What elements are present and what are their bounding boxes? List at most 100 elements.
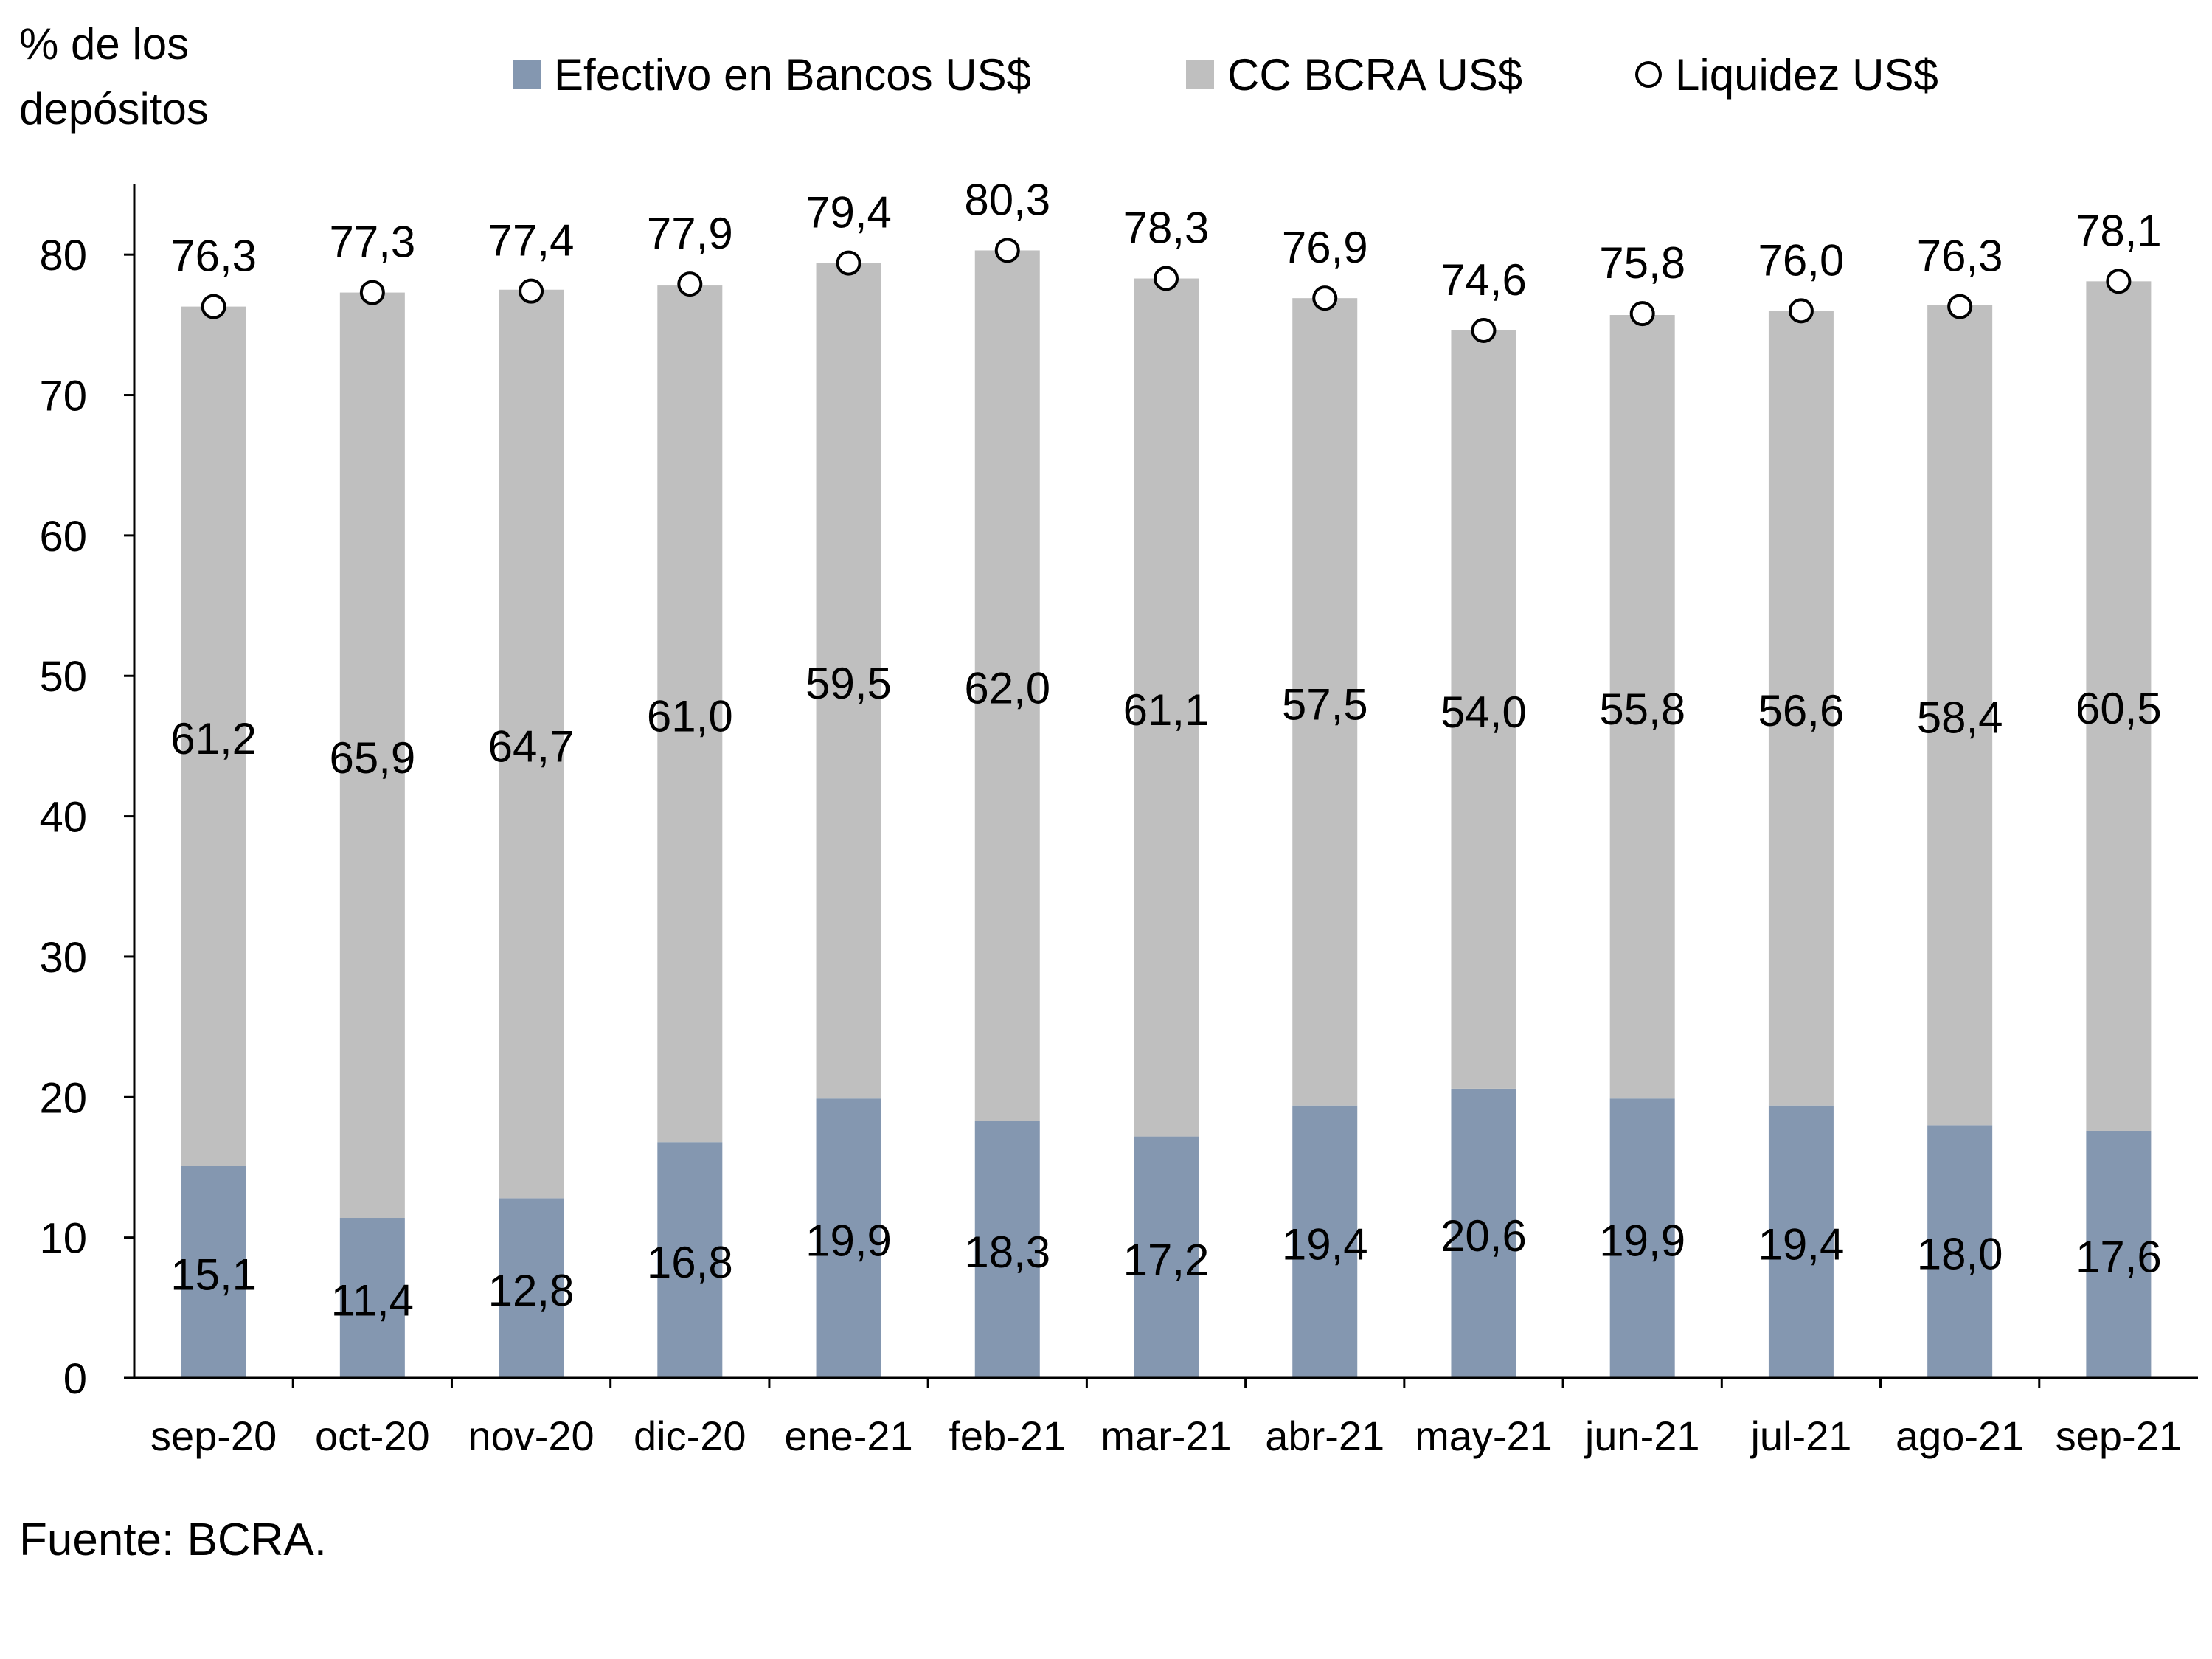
bar-efectivo [339, 1217, 405, 1378]
liquidez-marker [1788, 298, 1814, 324]
bar-efectivo [974, 1121, 1040, 1378]
data-label-cc-bcra: 61,1 [1123, 685, 1210, 735]
x-tick-label: dic-20 [634, 1413, 746, 1459]
x-tick-label: ene-21 [784, 1413, 912, 1459]
axes: 0 10 20 30 40 50 60 70 80 sep-20 oct-20 nov-20 dic-2… [39, 184, 2198, 1459]
legend-label: CC BCRA US$ [1227, 50, 1522, 100]
legend-item-efectivo: Efectivo en Bancos US$ [513, 50, 1031, 100]
bar-cc-bcra [2086, 281, 2152, 1131]
data-labels: 15,1 61,2 76,3 11,4 65,9 77,3 12,8 64,7 77,4 16,8… [170, 175, 2162, 1325]
x-tick-label: sep-21 [2056, 1413, 2182, 1459]
data-label-efectivo: 19,9 [805, 1216, 892, 1266]
data-label-cc-bcra: 64,7 [488, 722, 575, 772]
legend-swatch [513, 60, 541, 89]
bar-cc-bcra [499, 289, 564, 1199]
data-label-efectivo: 19,4 [1758, 1219, 1845, 1269]
liquidez-marker [1471, 317, 1497, 343]
data-label-cc-bcra: 60,5 [2076, 684, 2162, 733]
data-label-efectivo: 18,3 [964, 1227, 1050, 1277]
liquidez-marker [2106, 269, 2132, 294]
y-tick-label: 10 [39, 1215, 87, 1263]
y-tick-label: 20 [39, 1074, 87, 1122]
data-label-liquidez: 78,1 [2076, 206, 2162, 255]
y-tick-label: 30 [39, 934, 87, 982]
bar-cc-bcra [657, 285, 723, 1143]
bars [181, 250, 2152, 1378]
data-label-liquidez: 77,4 [488, 216, 575, 266]
data-label-cc-bcra: 62,0 [964, 664, 1050, 713]
y-axis-title: % de los depósitos [19, 19, 209, 134]
bar-efectivo [1609, 1098, 1675, 1378]
bar-efectivo [499, 1198, 564, 1378]
data-label-liquidez: 77,9 [647, 209, 733, 258]
x-tick-label: feb-21 [949, 1413, 1066, 1459]
bar-efectivo [657, 1142, 723, 1378]
x-tick-label: jun-21 [1584, 1413, 1700, 1459]
bar-efectivo [181, 1166, 246, 1378]
y-axis-title-line: % de los [19, 19, 189, 69]
x-tick-label: oct-20 [315, 1413, 430, 1459]
data-label-efectivo: 17,2 [1123, 1235, 1210, 1284]
legend-swatch [1186, 60, 1214, 89]
data-label-efectivo: 19,9 [1599, 1216, 1685, 1266]
x-tick-label: may-21 [1415, 1413, 1553, 1459]
bar-cc-bcra [181, 306, 246, 1166]
data-label-cc-bcra: 56,6 [1758, 686, 1845, 735]
x-tick-label: ago-21 [1896, 1413, 2024, 1459]
data-label-liquidez: 78,3 [1123, 204, 1210, 253]
data-label-liquidez: 75,8 [1599, 238, 1685, 288]
bar-cc-bcra [1134, 278, 1199, 1137]
legend-item-cc-bcra: CC BCRA US$ [1186, 50, 1522, 100]
data-label-liquidez: 76,3 [1917, 232, 2003, 281]
x-tick-label: sep-20 [150, 1413, 277, 1459]
bar-cc-bcra [974, 250, 1040, 1121]
bar-cc-bcra [1927, 305, 1993, 1126]
bar-cc-bcra [816, 263, 881, 1099]
liquidez-marker [1947, 294, 1973, 319]
liquidez-marker [836, 250, 861, 276]
y-axis-title-line: depósitos [19, 84, 209, 134]
liquidez-marker [1312, 285, 1338, 311]
x-tick-label: jul-21 [1749, 1413, 1851, 1459]
liquidez-marker [1154, 266, 1179, 291]
y-tick-label: 50 [39, 653, 87, 701]
bar-efectivo [2086, 1130, 2152, 1378]
data-label-liquidez: 74,6 [1440, 255, 1527, 305]
legend-item-liquidez: Liquidez US$ [1635, 50, 1938, 100]
data-label-efectivo: 18,0 [1917, 1230, 2003, 1279]
liquidez-marker [359, 280, 385, 305]
liquidez-marker [677, 271, 703, 297]
data-label-efectivo: 19,4 [1282, 1219, 1368, 1269]
data-label-cc-bcra: 58,4 [1917, 693, 2003, 743]
bar-efectivo [1292, 1105, 1358, 1378]
liquidity-markers [201, 238, 2132, 343]
legend-swatch [1635, 61, 1662, 88]
y-tick-label: 80 [39, 232, 87, 280]
data-label-cc-bcra: 61,0 [647, 692, 733, 741]
source-note: Fuente: BCRA. [19, 1514, 327, 1565]
data-label-cc-bcra: 54,0 [1440, 688, 1527, 737]
source-text: Fuente: BCRA. [19, 1514, 327, 1565]
data-label-cc-bcra: 57,5 [1282, 679, 1368, 729]
bar-efectivo [1768, 1105, 1834, 1378]
bar-cc-bcra [1609, 315, 1675, 1099]
data-label-cc-bcra: 61,2 [170, 714, 257, 763]
data-label-liquidez: 80,3 [964, 175, 1050, 224]
x-tick-label: abr-21 [1265, 1413, 1384, 1459]
bar-efectivo [1134, 1136, 1199, 1378]
data-label-liquidez: 76,0 [1758, 235, 1845, 285]
bar-cc-bcra [1292, 298, 1358, 1106]
bar-efectivo [816, 1098, 881, 1378]
bar-efectivo [1451, 1088, 1516, 1378]
bar-cc-bcra [339, 292, 405, 1218]
data-label-cc-bcra: 55,8 [1599, 685, 1685, 734]
data-label-cc-bcra: 65,9 [329, 733, 415, 783]
data-label-efectivo: 16,8 [647, 1238, 733, 1287]
legend: Efectivo en Bancos US$ CC BCRA US$ Liquide… [513, 50, 1938, 100]
x-tick-label: mar-21 [1100, 1413, 1231, 1459]
liquidez-marker [1629, 301, 1655, 327]
legend-label: Efectivo en Bancos US$ [554, 50, 1031, 100]
y-tick-label: 0 [63, 1355, 87, 1403]
data-label-cc-bcra: 59,5 [805, 659, 892, 708]
